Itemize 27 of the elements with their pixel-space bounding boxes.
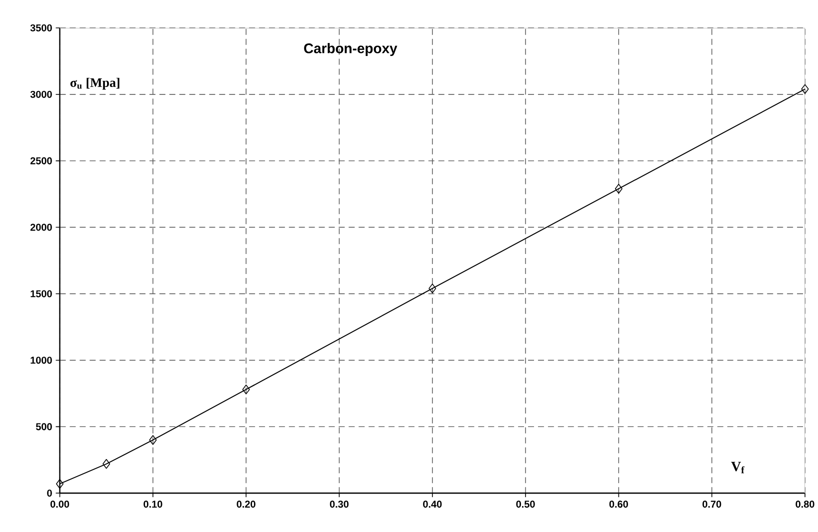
y-tick-label: 1000	[30, 356, 52, 364]
x-tick-label: 0.30	[330, 500, 349, 508]
point	[242, 384, 250, 394]
x-tick-label: 0.50	[516, 500, 535, 508]
x-tick-label: 0.10	[144, 500, 162, 508]
x-tick-label: 0.00	[50, 500, 70, 508]
y-axis-title: σ$_{u}$ [Mpa]	[70, 78, 120, 90]
x-axis-title: V$_{f}$	[731, 462, 744, 474]
x-tick-label: 0.40	[423, 500, 442, 508]
y-tick-label: 2500	[30, 157, 52, 164]
y-tick-label: 2000	[30, 224, 52, 231]
y-tick-label: 3500	[30, 24, 52, 32]
point	[56, 478, 64, 489]
y-tick-label: 1500	[30, 290, 52, 298]
y-tick-label: 0	[47, 490, 52, 497]
point	[149, 435, 157, 445]
y-tick-label: 500	[36, 423, 52, 430]
point	[614, 184, 622, 194]
point	[801, 84, 809, 94]
x-tick-label: 0.20	[236, 500, 256, 508]
x-tick-label: 0.70	[702, 500, 722, 508]
y-tick-label: 3000	[30, 90, 52, 98]
x-tick-label: 0.60	[609, 500, 628, 508]
point	[428, 284, 436, 294]
x-tick-label: 0.80	[796, 500, 814, 508]
text: Carbon-epoxy	[304, 43, 398, 56]
point	[102, 459, 110, 469]
